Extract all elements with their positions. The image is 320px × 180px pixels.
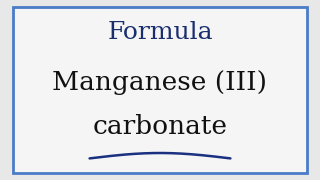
FancyBboxPatch shape [13,7,307,173]
Text: carbonate: carbonate [92,114,228,138]
Text: Formula: Formula [107,21,213,44]
Text: Manganese (III): Manganese (III) [52,70,268,95]
